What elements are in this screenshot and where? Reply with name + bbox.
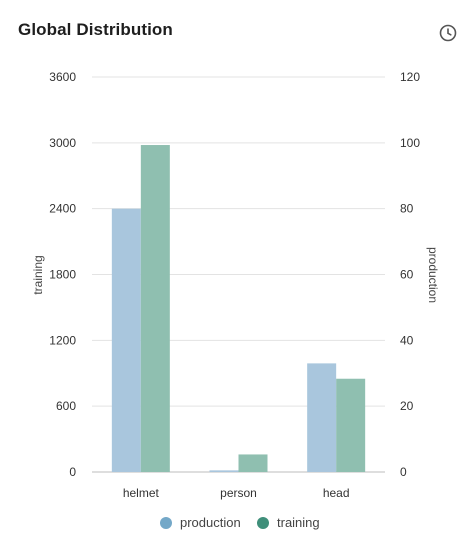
bar-training-person	[238, 454, 268, 472]
chart-legend: production training	[0, 515, 474, 537]
y2-tick-label: 120	[400, 70, 420, 84]
y-tick-label: 3000	[49, 136, 76, 150]
card-title: Global Distribution	[18, 20, 173, 39]
bar-training-head	[336, 378, 366, 472]
y2-tick-label: 100	[400, 136, 420, 150]
y-tick-label: 3600	[49, 70, 76, 84]
y2-tick-label: 20	[400, 399, 414, 413]
y-tick-label: 1200	[49, 333, 76, 347]
bar-production-person	[209, 470, 239, 472]
legend-label-training: training	[277, 515, 320, 530]
legend-swatch-production	[160, 516, 172, 529]
bar-training-helmet	[140, 145, 170, 472]
x-tick-label: helmet	[123, 486, 160, 500]
y2-axis-title: production	[426, 247, 440, 303]
y-tick-label: 2400	[49, 202, 76, 216]
bar-production-head	[307, 363, 337, 472]
y2-tick-label: 0	[400, 465, 407, 479]
y-axis-title: training	[31, 255, 45, 294]
x-tick-label: person	[220, 486, 257, 500]
y2-tick-label: 60	[400, 268, 414, 282]
bar-chart: 0 600 1200 1800 2400 3000 3600 0 20 40 60 80 100 120 t…	[31, 70, 440, 500]
y-tick-label: 1800	[49, 268, 76, 282]
x-tick-label: head	[323, 486, 350, 500]
legend-item-training[interactable]: training	[257, 515, 320, 530]
bar-production-helmet	[111, 208, 141, 472]
y-tick-label: 0	[69, 465, 76, 479]
y2-tick-label: 40	[400, 333, 414, 347]
legend-label-production: production	[180, 515, 241, 530]
legend-swatch-training	[257, 516, 269, 529]
clock-icon[interactable]	[437, 22, 459, 44]
y-tick-label: 600	[56, 399, 76, 413]
y2-tick-label: 80	[400, 202, 414, 216]
legend-item-production[interactable]: production	[160, 515, 241, 530]
